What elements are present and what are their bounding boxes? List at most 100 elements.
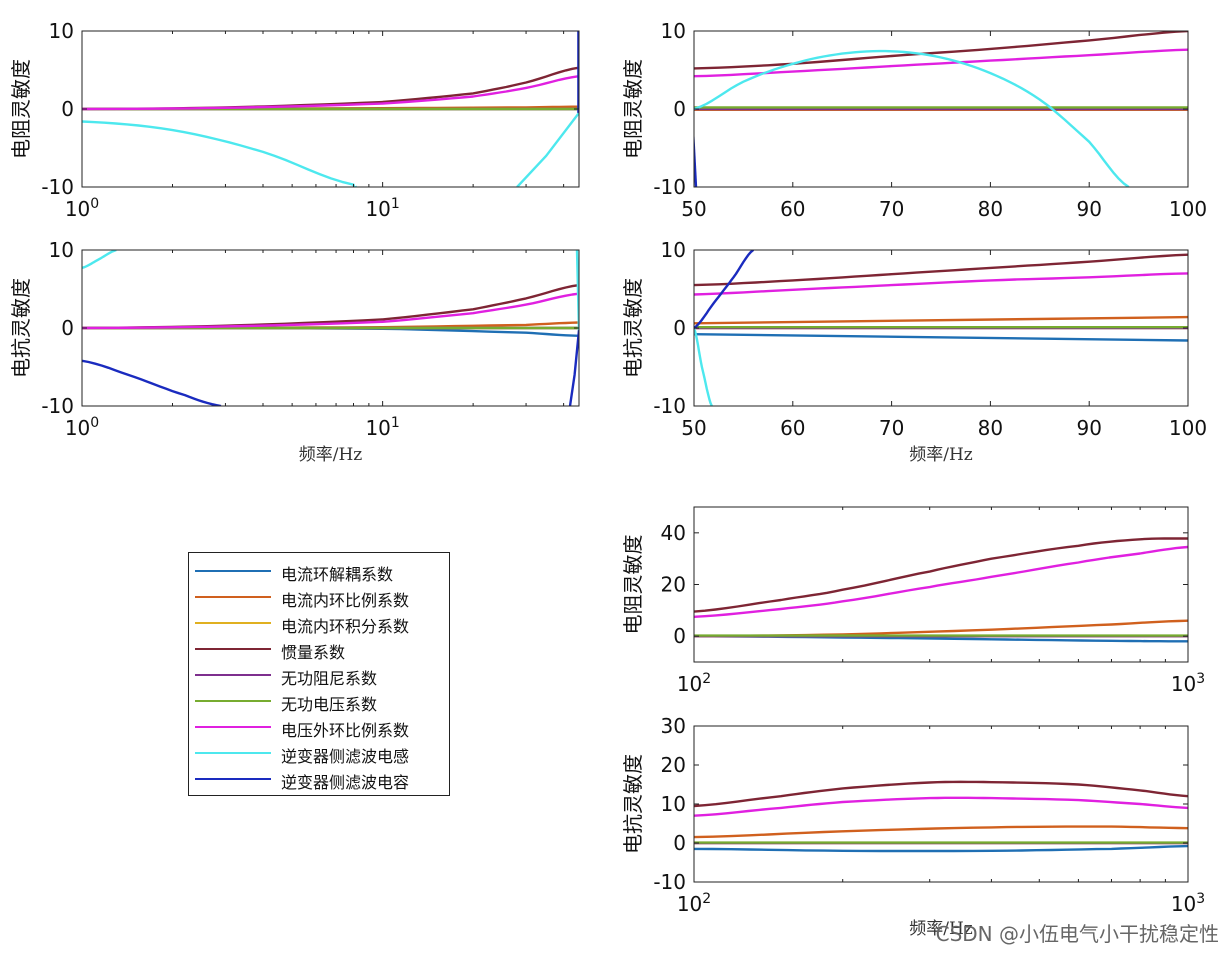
legend-label: 无功阻尼系数 [281,669,378,688]
legend-label: 电流环解耦系数 [281,565,394,584]
series-line [694,537,1188,613]
legend-item: 电压外环比例系数 [189,714,449,740]
series-group [694,537,1188,643]
series-line [694,844,1188,853]
x-tick-label: 100 [65,415,99,440]
legend-item: 逆变器侧滤波电感 [189,740,449,766]
series-line [694,333,1188,342]
legend-label: 逆变器侧滤波电感 [281,747,410,766]
y-tick-label: 30 [661,714,686,738]
series-line [694,272,1188,296]
series-group [694,250,1188,406]
x-tick-label: 80 [978,416,1003,440]
legend-swatch [195,596,271,598]
x-tick-label: 102 [677,671,711,696]
y-axis-label: 电阻灵敏度 [9,59,33,159]
y-tick-label: 10 [661,792,686,816]
legend-item: 惯量系数 [189,636,449,662]
series-line [694,825,1188,839]
x-tick-label: 100 [1169,416,1207,440]
y-tick-label: 20 [661,573,686,597]
y-tick-label: -10 [653,175,686,199]
series-line [694,253,1188,287]
legend-swatch [195,752,271,754]
x-tick-label: 70 [879,197,904,221]
y-tick-label: 40 [661,521,686,545]
x-axis-label: 频率/Hz [299,445,363,465]
series-line [694,619,1188,638]
y-tick-label: 0 [673,316,686,340]
legend-item: 电流环解耦系数 [189,558,449,584]
x-tick-label: 90 [1076,197,1101,221]
x-tick-label: 60 [780,197,805,221]
y-axis-label: 电抗灵敏度 [621,278,645,378]
x-tick-label: 90 [1076,416,1101,440]
y-tick-label: 10 [661,238,686,262]
x-tick-label: 70 [879,416,904,440]
series-line [694,126,698,187]
series-line [694,49,1130,187]
chart-top-right: -10 0 10 50 60 70 80 90 100 电阻灵敏度 [621,19,1207,221]
series-line [694,315,1188,325]
series-line [694,327,713,406]
watermark-text: CSDN @小伍电气小干扰稳定性 [935,922,1219,946]
legend-label: 电流内环积分系数 [281,617,410,636]
legend-item: 无功电压系数 [189,688,449,714]
x-tick-label: 103 [1171,671,1205,696]
legend-label: 电流内环比例系数 [281,591,410,610]
x-tick-label: 101 [365,196,399,221]
x-tick-label: 80 [978,197,1003,221]
series-group [694,780,1188,853]
y-tick-label: 10 [661,19,686,43]
y-axis-label: 电抗灵敏度 [9,278,33,378]
y-tick-label: 0 [61,97,74,121]
series-line [516,112,579,187]
x-tick-label: 100 [65,196,99,221]
series-line [694,780,1188,808]
series-line [82,359,222,406]
x-tick-label: 103 [1171,891,1205,916]
legend-swatch [195,570,271,572]
series-line [694,31,1188,70]
legend-swatch [195,700,271,702]
series-line [694,545,1188,618]
y-tick-label: 0 [673,624,686,648]
y-axis-label: 电抗灵敏度 [621,754,645,854]
y-tick-label: -10 [41,175,74,199]
y-axis-label: 电阻灵敏度 [621,535,645,635]
legend-item: 电流内环积分系数 [189,610,449,636]
y-tick-label: 20 [661,753,686,777]
y-tick-label: -10 [653,870,686,894]
x-axis-label: 频率/Hz [909,919,973,939]
series-line [694,250,755,329]
legend-label: 惯量系数 [281,643,346,662]
series-line [82,120,358,187]
series-line [694,796,1188,817]
legend-swatch [195,648,271,650]
series-line [694,48,1188,78]
series-line [82,250,117,270]
y-tick-label: -10 [41,394,74,418]
axes-box [693,725,1189,883]
x-tick-label: 60 [780,416,805,440]
legend-label: 逆变器侧滤波电容 [281,773,410,792]
chart-top-left: -10 0 10 100 101 电阻灵敏度 [9,19,580,221]
y-axis-label: 电阻灵敏度 [621,59,645,159]
legend-swatch [195,726,271,728]
y-tick-label: 0 [673,97,686,121]
series-line [82,283,579,330]
series-group [82,250,579,406]
legend-item: 电流内环比例系数 [189,584,449,610]
series-line [82,66,579,111]
x-tick-label: 100 [1169,197,1207,221]
legend-swatch [195,674,271,676]
y-tick-label: -10 [653,394,686,418]
x-tick-label: 50 [681,416,706,440]
legend: 电流环解耦系数 电流内环比例系数 电流内环积分系数 惯量系数无功阻尼系数 无功电压系数电… [188,552,450,796]
x-tick-label: 102 [677,891,711,916]
y-tick-label: 0 [61,316,74,340]
